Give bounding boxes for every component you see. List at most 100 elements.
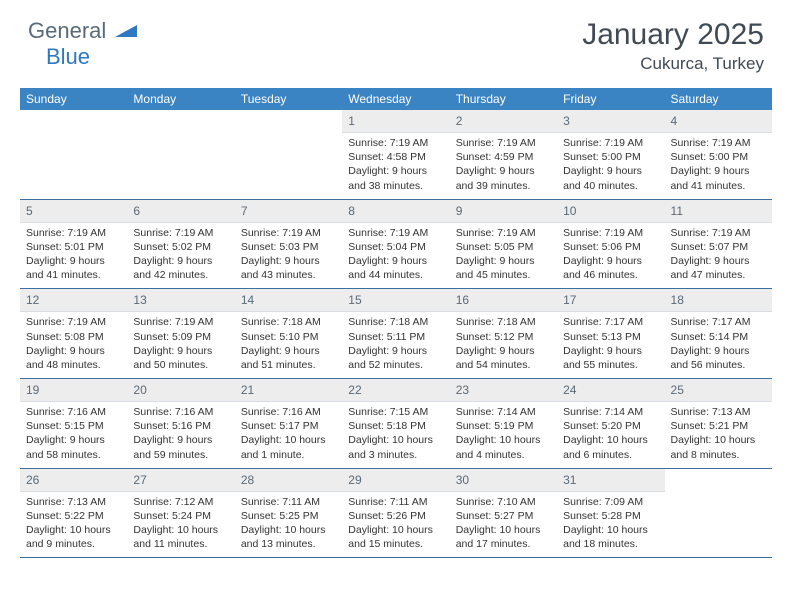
daylight-text: Daylight: 9 hours and 58 minutes. — [26, 433, 121, 461]
day-cell: 15 Sunrise: 7:18 AMSunset: 5:11 PMDayligh… — [342, 289, 449, 378]
day-number: 7 — [241, 204, 248, 218]
day-cell: 14 Sunrise: 7:18 AMSunset: 5:10 PMDayligh… — [235, 289, 342, 378]
sunset-text: Sunset: 5:14 PM — [671, 330, 766, 344]
sunrise-text: Sunrise: 7:09 AM — [563, 495, 658, 509]
daylight-text: Daylight: 9 hours and 51 minutes. — [241, 344, 336, 372]
daylight-text: Daylight: 9 hours and 39 minutes. — [456, 164, 551, 192]
daylight-text: Daylight: 9 hours and 40 minutes. — [563, 164, 658, 192]
day-cell: 13Sunrise: 7:19 AMSunset: 5:09 PMDayligh… — [127, 289, 234, 378]
week-row: 26Sunrise: 7:13 AMSunset: 5:22 PMDayligh… — [20, 469, 772, 559]
daylight-text: Daylight: 9 hours and 56 minutes. — [671, 344, 766, 372]
day-number: 13 — [133, 293, 146, 307]
day-body: Sunrise: 7:19 AMSunset: 5:07 PMDaylight:… — [665, 223, 772, 289]
day-number-bar: 14 — [235, 289, 342, 312]
daylight-text: Daylight: 9 hours and 41 minutes. — [671, 164, 766, 192]
sunrise-text: Sunrise: 7:16 AM — [133, 405, 228, 419]
daylight-text: Daylight: 9 hours and 48 minutes. — [26, 344, 121, 372]
daylight-text: Daylight: 9 hours and 41 minutes. — [26, 254, 121, 282]
sunset-text: Sunset: 5:03 PM — [241, 240, 336, 254]
day-body: Sunrise: 7:19 AMSunset: 5:01 PMDaylight:… — [20, 223, 127, 289]
week-row: 12Sunrise: 7:19 AMSunset: 5:08 PMDayligh… — [20, 289, 772, 379]
sunrise-text: Sunrise: 7:15 AM — [348, 405, 443, 419]
day-body: Sunrise: 7:17 AMSunset: 5:13 PMDaylight:… — [557, 312, 664, 378]
day-number-bar: 21 — [235, 379, 342, 402]
sunrise-text: Sunrise: 7:13 AM — [671, 405, 766, 419]
day-body: Sunrise: 7:11 AMSunset: 5:25 PMDaylight:… — [235, 492, 342, 558]
day-number: 25 — [671, 383, 684, 397]
sunset-text: Sunset: 5:09 PM — [133, 330, 228, 344]
sunrise-text: Sunrise: 7:18 AM — [241, 315, 336, 329]
daylight-text: Daylight: 9 hours and 45 minutes. — [456, 254, 551, 282]
daylight-text: Daylight: 10 hours and 1 minute. — [241, 433, 336, 461]
day-number: 3 — [563, 114, 570, 128]
day-cell: 1Sunrise: 7:19 AMSunset: 4:58 PMDaylight… — [342, 110, 449, 199]
day-body: Sunrise: 7:16 AMSunset: 5:15 PMDaylight:… — [20, 402, 127, 468]
day-body: Sunrise: 7:16 AMSunset: 5:17 PMDaylight:… — [235, 402, 342, 468]
day-cell: 7Sunrise: 7:19 AMSunset: 5:03 PMDaylight… — [235, 200, 342, 289]
day-body: Sunrise: 7:18 AMSunset: 5:12 PMDaylight:… — [450, 312, 557, 378]
day-body: Sunrise: 7:15 AMSunset: 5:18 PMDaylight:… — [342, 402, 449, 468]
day-number-bar: 20 — [127, 379, 234, 402]
day-number: 14 — [241, 293, 254, 307]
day-number-bar: 16 — [450, 289, 557, 312]
day-body: Sunrise: 7:18 AMSunset: 5:11 PMDaylight:… — [342, 312, 449, 378]
sunset-text: Sunset: 5:21 PM — [671, 419, 766, 433]
day-number: 18 — [671, 293, 684, 307]
day-number-bar: 31 — [557, 469, 664, 492]
day-cell: 5Sunrise: 7:19 AMSunset: 5:01 PMDaylight… — [20, 200, 127, 289]
day-number: 24 — [563, 383, 576, 397]
day-number-bar: 12 — [20, 289, 127, 312]
dow-cell: Monday — [127, 88, 234, 110]
day-body: Sunrise: 7:19 AMSunset: 5:05 PMDaylight:… — [450, 223, 557, 289]
day-body: Sunrise: 7:09 AMSunset: 5:28 PMDaylight:… — [557, 492, 664, 558]
day-cell: 28Sunrise: 7:11 AMSunset: 5:25 PMDayligh… — [235, 469, 342, 558]
sunrise-text: Sunrise: 7:16 AM — [241, 405, 336, 419]
daylight-text: Daylight: 10 hours and 13 minutes. — [241, 523, 336, 551]
day-cell: 23Sunrise: 7:14 AMSunset: 5:19 PMDayligh… — [450, 379, 557, 468]
day-number-bar: 18 — [665, 289, 772, 312]
daylight-text: Daylight: 9 hours and 55 minutes. — [563, 344, 658, 372]
sunset-text: Sunset: 5:16 PM — [133, 419, 228, 433]
day-cell: 21Sunrise: 7:16 AMSunset: 5:17 PMDayligh… — [235, 379, 342, 468]
daylight-text: Daylight: 9 hours and 38 minutes. — [348, 164, 443, 192]
day-body: Sunrise: 7:14 AMSunset: 5:20 PMDaylight:… — [557, 402, 664, 468]
day-number: 8 — [348, 204, 355, 218]
day-number-bar: 3 — [557, 110, 664, 133]
day-number: 1 — [348, 114, 355, 128]
dow-cell: Tuesday — [235, 88, 342, 110]
day-number: 12 — [26, 293, 39, 307]
daylight-text: Daylight: 10 hours and 8 minutes. — [671, 433, 766, 461]
day-cell: 3Sunrise: 7:19 AMSunset: 5:00 PMDaylight… — [557, 110, 664, 199]
title-block: January 2025 Cukurca, Turkey — [582, 18, 764, 74]
day-body: Sunrise: 7:19 AMSunset: 4:59 PMDaylight:… — [450, 133, 557, 199]
day-body: Sunrise: 7:19 AMSunset: 5:02 PMDaylight:… — [127, 223, 234, 289]
header: General Blue January 2025 Cukurca, Turke… — [0, 0, 792, 82]
day-number: 15 — [348, 293, 361, 307]
day-body: Sunrise: 7:13 AMSunset: 5:21 PMDaylight:… — [665, 402, 772, 468]
sunrise-text: Sunrise: 7:11 AM — [348, 495, 443, 509]
sunset-text: Sunset: 5:10 PM — [241, 330, 336, 344]
day-number-bar: 11 — [665, 200, 772, 223]
day-body: Sunrise: 7:12 AMSunset: 5:24 PMDaylight:… — [127, 492, 234, 558]
day-cell: 11Sunrise: 7:19 AMSunset: 5:07 PMDayligh… — [665, 200, 772, 289]
day-cell: 6Sunrise: 7:19 AMSunset: 5:02 PMDaylight… — [127, 200, 234, 289]
day-cell: 10Sunrise: 7:19 AMSunset: 5:06 PMDayligh… — [557, 200, 664, 289]
week-row: 19Sunrise: 7:16 AMSunset: 5:15 PMDayligh… — [20, 379, 772, 469]
sunset-text: Sunset: 5:02 PM — [133, 240, 228, 254]
daylight-text: Daylight: 9 hours and 44 minutes. — [348, 254, 443, 282]
logo-text-blue: Blue — [46, 44, 90, 69]
logo-text-general: General — [28, 18, 106, 43]
sunrise-text: Sunrise: 7:19 AM — [348, 136, 443, 150]
logo-triangle-icon — [115, 23, 137, 44]
daylight-text: Daylight: 9 hours and 50 minutes. — [133, 344, 228, 372]
sunset-text: Sunset: 5:06 PM — [563, 240, 658, 254]
day-number-bar: 19 — [20, 379, 127, 402]
day-number: 20 — [133, 383, 146, 397]
sunset-text: Sunset: 5:24 PM — [133, 509, 228, 523]
day-cell: 8Sunrise: 7:19 AMSunset: 5:04 PMDaylight… — [342, 200, 449, 289]
day-number-bar: 7 — [235, 200, 342, 223]
sunset-text: Sunset: 5:13 PM — [563, 330, 658, 344]
daylight-text: Daylight: 9 hours and 42 minutes. — [133, 254, 228, 282]
sunset-text: Sunset: 5:15 PM — [26, 419, 121, 433]
day-body: Sunrise: 7:14 AMSunset: 5:19 PMDaylight:… — [450, 402, 557, 468]
